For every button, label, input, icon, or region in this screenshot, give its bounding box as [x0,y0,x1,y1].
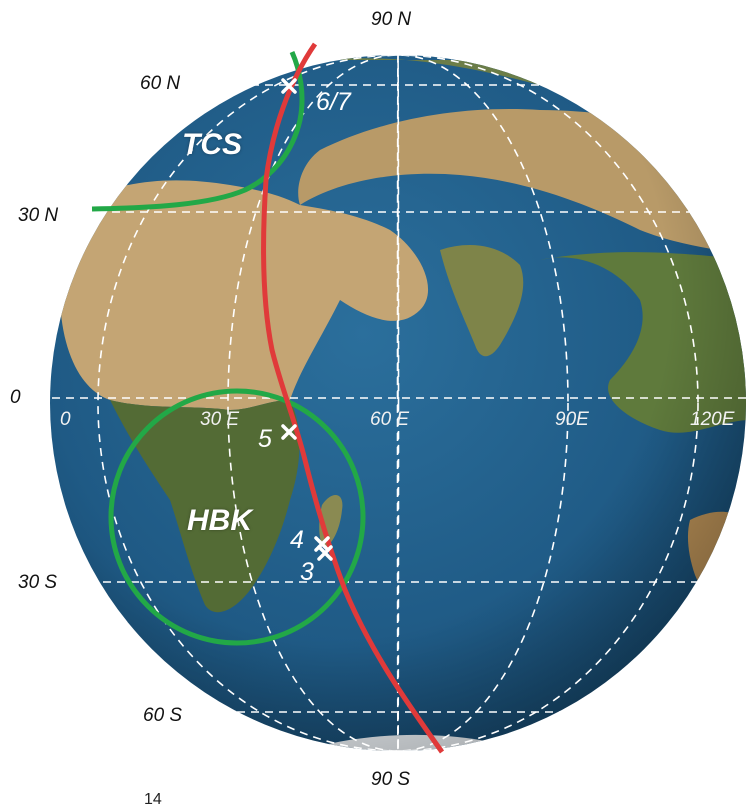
lon-label-60e: 60 E [370,409,410,430]
marker-6-7 [281,78,297,94]
marker-5 [281,424,297,440]
parallels [38,84,751,713]
meridian-pair-1 [227,55,569,751]
point-label-6-7: 6/7 [316,88,351,116]
point-label-5: 5 [258,425,272,453]
region-label-tcs: TCS [182,128,242,161]
markers [281,78,333,561]
lat-label-90n: 90 N [371,9,412,30]
graticule [97,55,699,751]
trajectory-track [261,42,445,754]
lat-label-30s: 30 S [18,572,58,593]
meridian-pair-2 [97,55,699,751]
lon-label-120e: 120E [690,409,735,430]
lat-label-90s: 90 S [371,769,411,790]
lat-label-eq: 0 [10,387,21,408]
page-number: 14 [144,791,162,808]
lat-label-60s: 60 S [143,705,183,726]
meridian-central [396,55,400,751]
region-label-hbk: HBK [187,504,252,537]
lon-label-30e: 30 E [200,409,240,430]
lon-label-0: 0 [60,409,71,430]
point-label-4: 4 [290,526,304,554]
marker-3 [317,545,333,561]
hbk-region-outline [108,388,366,646]
lon-label-90e: 90E [555,409,589,430]
lat-label-60n: 60 N [140,73,181,94]
lat-label-30n: 30 N [18,205,59,226]
point-label-3: 3 [300,558,314,586]
